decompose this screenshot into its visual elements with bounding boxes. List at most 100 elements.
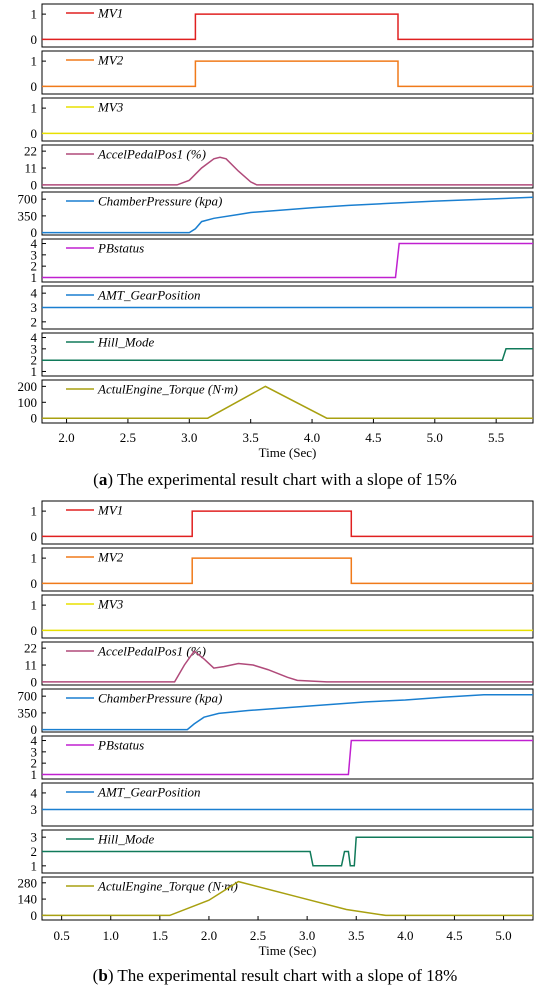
y-tick-label: 11 — [24, 161, 37, 176]
series-label: MV2 — [97, 550, 124, 565]
y-tick-label: 0 — [31, 411, 38, 426]
x-tick-label: 4.5 — [365, 430, 381, 445]
y-tick-label: 3 — [31, 802, 38, 817]
y-tick-label: 0 — [31, 722, 38, 737]
y-tick-label: 2 — [31, 756, 38, 771]
y-tick-label: 1 — [31, 54, 38, 69]
series-line — [42, 156, 533, 186]
y-tick-label: 1 — [31, 551, 38, 566]
series-label: MV1 — [97, 6, 123, 21]
y-tick-label: 0 — [31, 576, 38, 591]
y-tick-label: 350 — [18, 705, 38, 720]
y-tick-label: 2 — [31, 259, 38, 274]
y-tick-label: 100 — [18, 395, 38, 410]
y-tick-label: 0 — [31, 674, 38, 689]
x-tick-label: 5.0 — [495, 928, 511, 943]
series-line — [42, 385, 533, 419]
x-tick-label: 4.0 — [397, 928, 413, 943]
y-tick-label: 2 — [31, 844, 38, 859]
y-tick-label: 1 — [31, 504, 38, 519]
caption-a-letter: a — [98, 470, 108, 489]
series-label: Hill_Mode — [97, 335, 155, 350]
y-tick-label: 1 — [31, 364, 38, 379]
panel-a-3: 011 22 AccelPedalPos1 (%) — [24, 144, 534, 192]
panel-a-1: 0 1 MV2 — [31, 50, 534, 95]
y-tick-label: 2 — [31, 353, 38, 368]
series-label: MV2 — [97, 53, 124, 68]
y-tick-label: 1 — [31, 858, 38, 873]
caption-b: (b) The experimental result chart with a… — [92, 966, 458, 985]
series-label: MV3 — [97, 100, 124, 115]
series-line — [42, 13, 533, 41]
series-label: ActulEngine_Torque (N·m) — [97, 879, 238, 894]
panel-b-6: 3 4 AMT_GearPosition — [31, 782, 534, 827]
y-tick-label: 280 — [18, 875, 38, 890]
x-tick-label: 3.5 — [348, 928, 364, 943]
y-tick-label: 0 — [31, 126, 38, 141]
x-tick-label: 2.5 — [120, 430, 136, 445]
y-tick-label: 1 — [31, 270, 38, 285]
y-tick-label: 3 — [31, 830, 38, 845]
series-label: ChamberPressure (kpa) — [98, 691, 222, 706]
series-line — [42, 196, 534, 234]
x-tick-label: 4.5 — [446, 928, 462, 943]
panel-a-2: 0 1 MV3 — [31, 97, 534, 142]
panel-a-6: 234 AMT_GearPosition — [31, 285, 534, 330]
x-axis-label: Time (Sec) — [259, 943, 317, 958]
y-tick-label: 3 — [31, 341, 38, 356]
series-line — [42, 836, 533, 867]
x-tick-label: 2.0 — [201, 928, 217, 943]
series-line — [42, 880, 533, 917]
y-tick-label: 200 — [18, 379, 38, 394]
x-tick-label: 2.0 — [58, 430, 74, 445]
y-tick-label: 22 — [24, 641, 37, 656]
y-tick-label: 22 — [24, 144, 37, 159]
caption-a: (a) The experimental result chart with a… — [93, 470, 457, 489]
y-tick-label: 0 — [31, 32, 38, 47]
panel-frame — [41, 191, 534, 236]
y-tick-label: 1 — [31, 7, 38, 22]
panel-b-0: 0 1 MV1 — [31, 500, 534, 545]
panel-frame — [41, 238, 534, 283]
caption-b-text: The experimental result chart with a slo… — [113, 966, 458, 985]
caption-b-letter: b — [98, 966, 108, 985]
panel-b-7: 123 Hill_Mode — [31, 829, 534, 874]
series-line — [42, 60, 533, 88]
y-tick-label: 700 — [18, 689, 38, 704]
x-tick-label: 5.5 — [488, 430, 504, 445]
panel-frame — [41, 876, 534, 921]
series-line — [42, 348, 533, 361]
series-label: AMT_GearPosition — [97, 785, 201, 800]
x-tick-label: 3.0 — [299, 928, 315, 943]
y-tick-label: 4 — [31, 286, 38, 301]
y-tick-label: 3 — [31, 744, 38, 759]
series-line — [42, 510, 533, 538]
series-label: MV1 — [97, 503, 123, 518]
y-tick-label: 0 — [31, 177, 38, 192]
series-line — [42, 557, 533, 585]
y-tick-label: 0 — [31, 529, 38, 544]
x-tick-label: 0.5 — [54, 928, 70, 943]
series-line — [42, 693, 533, 731]
y-tick-label: 350 — [18, 208, 38, 223]
y-tick-label: 0 — [31, 908, 38, 923]
y-tick-label: 0 — [31, 225, 38, 240]
panel-b-3: 011 22 AccelPedalPos1 (%) — [24, 641, 534, 689]
series-line — [42, 242, 533, 279]
y-tick-label: 1 — [31, 767, 38, 782]
series-label: AMT_GearPosition — [97, 288, 201, 303]
y-tick-label: 0 — [31, 623, 38, 638]
x-tick-label: 2.5 — [250, 928, 266, 943]
y-tick-label: 0 — [31, 79, 38, 94]
y-tick-label: 1 — [31, 101, 38, 116]
panel-b-1: 0 1 MV2 — [31, 547, 534, 592]
